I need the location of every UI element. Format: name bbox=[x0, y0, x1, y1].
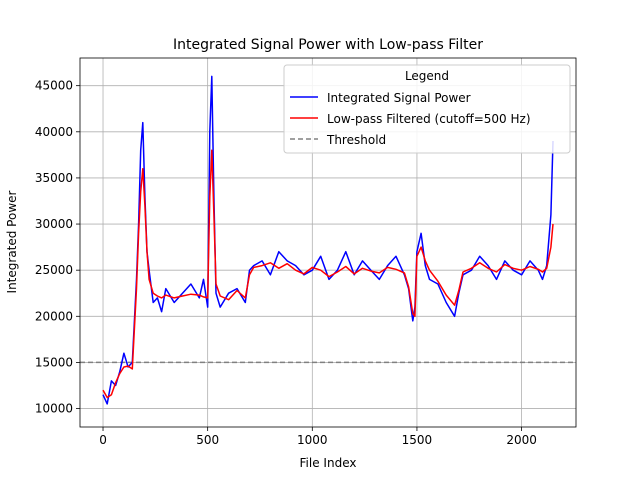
y-tick-label: 20000 bbox=[35, 309, 73, 323]
legend-entry-filtered: Low-pass Filtered (cutoff=500 Hz) bbox=[327, 112, 531, 126]
y-tick-label: 15000 bbox=[35, 355, 73, 369]
y-axis-label: Integrated Power bbox=[5, 190, 19, 293]
y-tick-label: 35000 bbox=[35, 171, 73, 185]
y-tick-label: 30000 bbox=[35, 217, 73, 231]
x-tick-label: 2000 bbox=[506, 433, 537, 447]
y-axis-ticks: 10000 15000 20000 25000 30000 35000 40000 45000 bbox=[35, 79, 80, 416]
plot-area-frame bbox=[79, 57, 577, 428]
legend-entry-threshold: Threshold bbox=[326, 133, 386, 147]
series-layer bbox=[80, 75, 576, 405]
legend-box bbox=[283, 64, 571, 154]
x-axis-label: File Index bbox=[300, 456, 357, 470]
x-tick-label: 1500 bbox=[402, 433, 433, 447]
legend-title: Legend bbox=[405, 69, 449, 83]
x-tick-label: 0 bbox=[99, 433, 107, 447]
y-tick-label: 40000 bbox=[35, 125, 73, 139]
x-axis-ticks: 0 500 1000 1500 2000 bbox=[99, 427, 537, 447]
y-tick-label: 45000 bbox=[35, 79, 73, 93]
y-tick-label: 10000 bbox=[35, 402, 73, 416]
x-tick-label: 500 bbox=[196, 433, 219, 447]
legend: Legend Integrated Signal Power Low-pass … bbox=[283, 64, 571, 154]
y-tick-label: 25000 bbox=[35, 263, 73, 277]
x-tick-label: 1000 bbox=[297, 433, 328, 447]
series-line-filtered bbox=[102, 149, 554, 399]
chart-title: Integrated Signal Power with Low-pass Fi… bbox=[173, 37, 483, 53]
legend-entry-signal: Integrated Signal Power bbox=[327, 91, 471, 105]
